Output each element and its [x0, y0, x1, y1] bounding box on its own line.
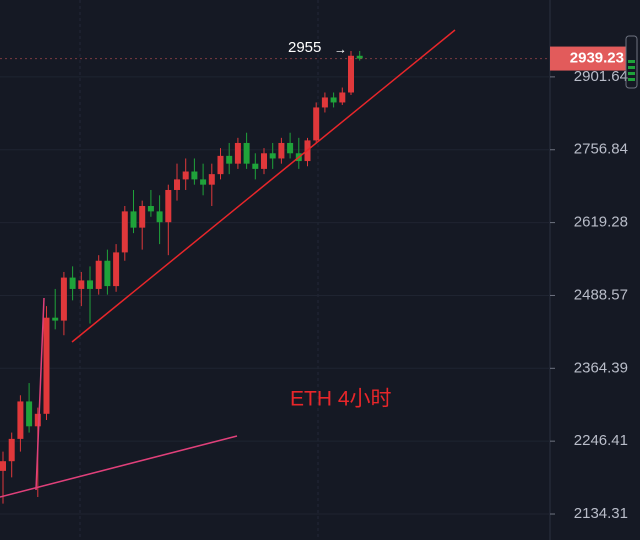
last-price-label: 2939.23 [570, 50, 624, 67]
scroll-bar [628, 60, 635, 63]
candle-body [69, 277, 76, 289]
plot [0, 50, 550, 515]
candle-body [348, 55, 354, 93]
candle-body [217, 155, 224, 175]
candle-body [0, 461, 6, 471]
candle-body [243, 142, 250, 164]
candle-body [52, 317, 59, 321]
candle-body [113, 252, 120, 287]
candle-body [147, 205, 154, 212]
candle-body [261, 153, 267, 169]
candle-body [234, 142, 241, 164]
candle-body [278, 142, 285, 159]
candle-body [156, 211, 163, 223]
candle-body [17, 401, 24, 439]
candle-body [26, 401, 33, 427]
candle-body [139, 205, 146, 228]
candle-body [269, 153, 276, 159]
candle-body [200, 179, 207, 185]
y-tick-label: 2246.41 [574, 432, 628, 449]
y-tick-label: 2364.39 [574, 359, 628, 376]
y-tick-label: 2619.28 [574, 214, 628, 231]
candle-body [165, 189, 172, 223]
candle-body [34, 413, 41, 427]
candle-body [226, 155, 233, 164]
candle-body [8, 438, 15, 462]
candle-body [87, 280, 93, 289]
trend-line [0, 435, 238, 498]
candle-body [321, 97, 328, 108]
candle-body [182, 171, 189, 180]
high-annotation: 2955 [288, 39, 321, 56]
candle-body [78, 280, 85, 289]
candle-body [121, 211, 128, 253]
y-tick-label: 2134.31 [574, 505, 628, 522]
trend-line [35, 297, 45, 491]
candle-body [330, 97, 337, 103]
last-price-box [550, 46, 626, 71]
candle-body [339, 92, 346, 103]
y-tick-label: 2756.84 [574, 141, 628, 158]
chart-label: ETH 4小时 [290, 388, 392, 411]
candle-body [356, 55, 363, 59]
candle-body [43, 317, 50, 414]
candle-body [252, 163, 259, 169]
scroll-bar [628, 78, 635, 81]
candle-body [130, 211, 137, 228]
candle-body [208, 174, 215, 185]
arrow: → [334, 41, 347, 56]
candle-body [191, 171, 198, 180]
y-tick-label: 2901.64 [574, 68, 628, 85]
scroll-widget[interactable] [625, 35, 638, 89]
candle-body [174, 179, 180, 190]
candle-body [287, 142, 294, 154]
candle-body [60, 277, 67, 321]
scroll-bar [628, 72, 635, 75]
scroll-frame[interactable] [625, 35, 638, 89]
scroll-bar [628, 66, 635, 69]
trend-line [71, 29, 456, 343]
candle-body [104, 260, 111, 287]
candle-body [313, 107, 320, 141]
candle-body [95, 260, 102, 289]
y-tick-label: 2488.57 [574, 286, 628, 303]
